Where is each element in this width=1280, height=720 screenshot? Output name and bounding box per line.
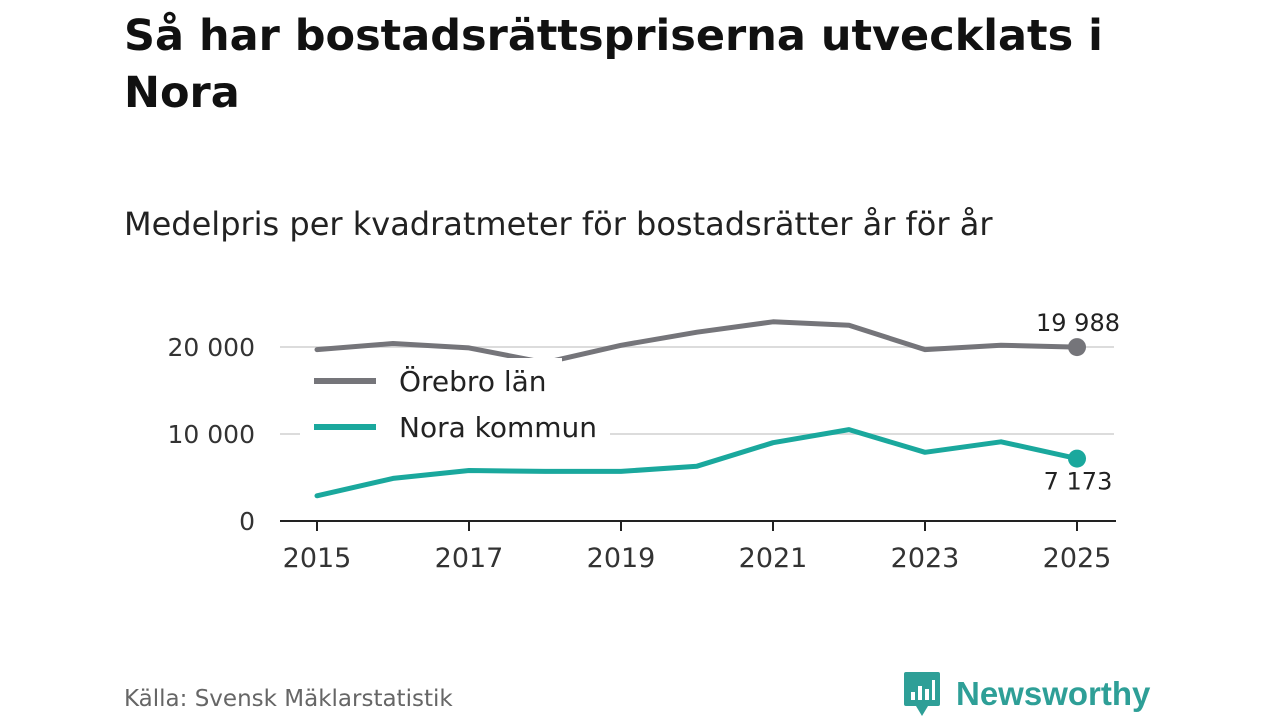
brand-name: Newsworthy bbox=[956, 675, 1151, 712]
chart-subtitle: Medelpris per kvadratmeter för bostadsrä… bbox=[124, 205, 993, 243]
line-chart: 19 988 7 173 Örebro län Nora kommun 0 10 00… bbox=[168, 309, 1120, 574]
x-tick-label: 2025 bbox=[1043, 543, 1112, 574]
series-line-0 bbox=[314, 319, 1080, 366]
chart-title: Så har bostadsrättspriserna utvecklats i… bbox=[124, 11, 1103, 118]
x-tick-label: 2021 bbox=[739, 543, 808, 574]
end-value-label-1: 7 173 bbox=[1044, 468, 1113, 496]
x-tick-label: 2019 bbox=[587, 543, 656, 574]
newsworthy-logo-icon bbox=[904, 672, 940, 716]
y-tick-label: 10 000 bbox=[168, 420, 255, 449]
x-tick-label: 2023 bbox=[891, 543, 960, 574]
series-line-1 bbox=[314, 427, 1080, 499]
end-value-label-0: 19 988 bbox=[1036, 309, 1120, 337]
x-tick-label: 2017 bbox=[435, 543, 504, 574]
series-end-marker-1 bbox=[1068, 449, 1086, 468]
y-tick-label: 20 000 bbox=[168, 333, 255, 362]
brand-logo: Newsworthy bbox=[902, 670, 1150, 718]
x-tick-label: 2015 bbox=[283, 543, 352, 574]
legend-label-0: Örebro län bbox=[399, 364, 547, 398]
series-end-marker-0 bbox=[1068, 338, 1086, 357]
legend-label-1: Nora kommun bbox=[399, 411, 597, 444]
source-note: Källa: Svensk Mäklarstatistik bbox=[124, 686, 453, 712]
y-tick-label: 0 bbox=[239, 507, 255, 536]
